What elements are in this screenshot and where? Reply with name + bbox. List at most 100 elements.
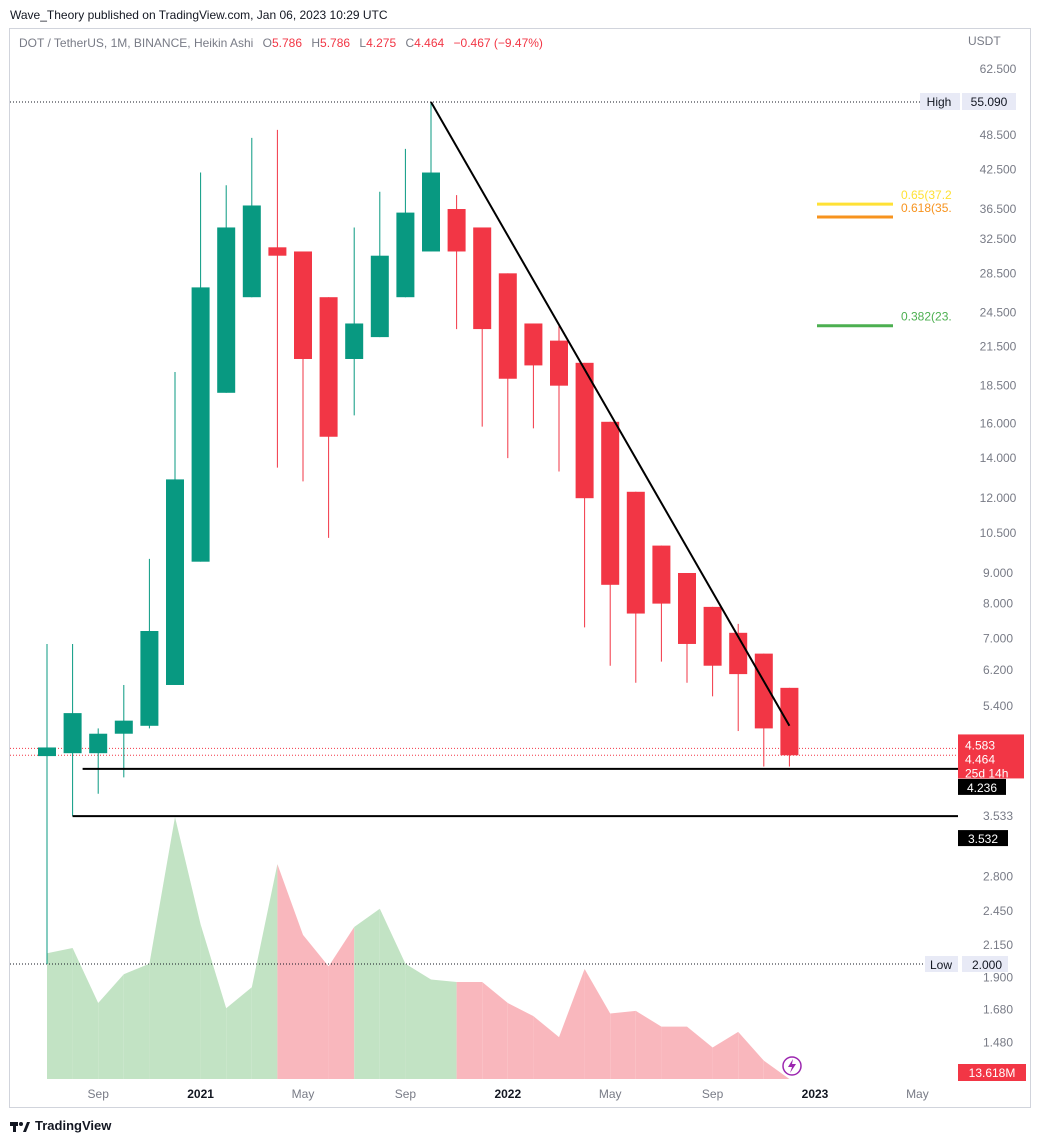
legend-close: 4.464 bbox=[414, 36, 445, 50]
candle-body bbox=[601, 421, 620, 585]
y-axis-tick-label: 36.500 bbox=[980, 202, 1017, 216]
volume-area-segment bbox=[482, 982, 508, 1079]
y-axis-tick-label: 16.000 bbox=[980, 416, 1017, 430]
legend-low-label: L bbox=[359, 36, 367, 50]
volume-area-segment bbox=[226, 987, 252, 1079]
volume-area-segment bbox=[379, 908, 406, 1079]
symbol-name[interactable]: DOT / TetherUS, 1M, BINANCE, Heikin Ashi bbox=[19, 36, 254, 50]
y-axis-tick-label: 32.500 bbox=[980, 232, 1017, 246]
candle-body bbox=[166, 479, 184, 685]
x-axis-tick-label: Sep bbox=[395, 1087, 417, 1101]
low-label-bg bbox=[925, 956, 958, 972]
y-axis-tick-label: 2.800 bbox=[983, 870, 1013, 884]
high-label: High bbox=[927, 95, 952, 109]
x-axis-tick-label: May bbox=[906, 1087, 929, 1101]
volume-area-segment bbox=[175, 817, 201, 1079]
support-2-value: 3.532 bbox=[968, 832, 998, 846]
bar-countdown-label: 25d 14h bbox=[965, 766, 1008, 780]
y-axis-tick-label: 1.900 bbox=[983, 970, 1013, 984]
volume-area-segment bbox=[559, 968, 585, 1079]
candle-body bbox=[319, 297, 338, 437]
y-axis-tick-label: 8.000 bbox=[983, 597, 1013, 611]
trendline bbox=[430, 101, 791, 727]
y-axis-tick-label: 42.500 bbox=[980, 162, 1017, 176]
volume-area-segment bbox=[533, 1016, 559, 1079]
support-1-value: 4.236 bbox=[967, 781, 997, 795]
candle-body bbox=[294, 251, 312, 359]
candle-body bbox=[38, 747, 56, 757]
last-high-price-label: 4.583 bbox=[965, 738, 995, 752]
volume-area-segment bbox=[149, 817, 175, 1079]
x-axis-tick-label: May bbox=[599, 1087, 622, 1101]
y-axis-tick-label: 1.680 bbox=[983, 1002, 1013, 1016]
volume-area-segment bbox=[610, 1010, 636, 1079]
candle-body bbox=[217, 227, 236, 393]
lightning-icon bbox=[782, 1056, 802, 1076]
chart-frame bbox=[9, 28, 1031, 1108]
currency-label: USDT bbox=[968, 34, 1001, 48]
y-axis-tick-label: 10.500 bbox=[980, 526, 1017, 540]
volume-area-segment bbox=[687, 1026, 713, 1079]
y-axis-tick-label: 62.500 bbox=[980, 62, 1017, 76]
volume-area-segment bbox=[584, 968, 611, 1079]
last-price-label: 4.464 bbox=[965, 752, 995, 766]
candle-body bbox=[703, 606, 722, 666]
candle-body bbox=[447, 209, 466, 252]
volume-area-segment bbox=[277, 864, 303, 1079]
candle-body bbox=[140, 631, 159, 726]
low-value-bg bbox=[962, 956, 1008, 972]
x-axis-tick-label: 2023 bbox=[802, 1087, 829, 1101]
legend-open-label: O bbox=[262, 36, 272, 50]
y-axis-tick-label: 6.200 bbox=[983, 663, 1013, 677]
legend-close-label: C bbox=[405, 36, 415, 50]
candle-body bbox=[422, 172, 440, 252]
volume-area-segment bbox=[507, 1003, 534, 1079]
x-axis-tick-label: Sep bbox=[88, 1087, 110, 1101]
candle-body bbox=[370, 255, 389, 338]
legend-change: −0.467 (−9.47%) bbox=[453, 36, 543, 50]
legend-open: 5.786 bbox=[272, 36, 303, 50]
candle-body bbox=[729, 632, 748, 675]
symbol-legend: DOT / TetherUS, 1M, BINANCE, Heikin Ashi… bbox=[19, 36, 543, 50]
y-axis-tick-label: 7.000 bbox=[983, 631, 1013, 645]
candle-body bbox=[780, 687, 799, 756]
candle-body bbox=[524, 323, 543, 366]
low-label: Low bbox=[930, 958, 952, 972]
volume-area-segment bbox=[661, 1026, 687, 1079]
high-value-bg bbox=[962, 93, 1016, 110]
candle-body bbox=[652, 545, 671, 604]
volume-area-segment bbox=[200, 924, 227, 1079]
candle-body bbox=[268, 247, 287, 256]
x-axis-tick-label: Sep bbox=[702, 1087, 724, 1101]
volume-area-segment bbox=[251, 864, 278, 1079]
y-axis-tick-label: 2.450 bbox=[983, 904, 1013, 918]
low-value: 2.000 bbox=[972, 958, 1002, 972]
legend-high: 5.786 bbox=[320, 36, 351, 50]
y-axis-tick-label: 9.000 bbox=[983, 566, 1013, 580]
y-axis-tick-label: 28.500 bbox=[980, 266, 1017, 280]
volume-area-segment bbox=[47, 948, 73, 1079]
tradingview-brand: TradingView bbox=[35, 1118, 112, 1133]
volume-area-segment bbox=[328, 927, 355, 1079]
fib-level-label: 0.65(37.2 bbox=[901, 188, 952, 202]
volume-value-label: 13.618M bbox=[969, 1066, 1016, 1080]
y-axis-tick-label: 5.400 bbox=[983, 699, 1013, 713]
candle-body bbox=[473, 227, 492, 330]
support-1-badge-bg bbox=[958, 778, 1006, 795]
volume-area-segment bbox=[354, 908, 380, 1079]
candle-body bbox=[89, 733, 108, 754]
volume-area-segment bbox=[98, 974, 124, 1079]
y-axis-tick-label: 2.150 bbox=[983, 938, 1013, 952]
volume-area-segment bbox=[712, 1031, 739, 1079]
volume-area-segment bbox=[405, 963, 431, 1079]
tradingview-logo-icon bbox=[10, 1121, 30, 1132]
volume-area-segment bbox=[123, 963, 150, 1079]
candle-body bbox=[191, 287, 210, 562]
candle-body bbox=[345, 323, 364, 359]
volume-area-segment bbox=[763, 1060, 790, 1079]
x-axis-tick-label: May bbox=[292, 1087, 315, 1101]
y-axis-tick-label: 24.500 bbox=[980, 306, 1017, 320]
candle-body bbox=[678, 572, 696, 644]
candle-body bbox=[63, 713, 82, 754]
